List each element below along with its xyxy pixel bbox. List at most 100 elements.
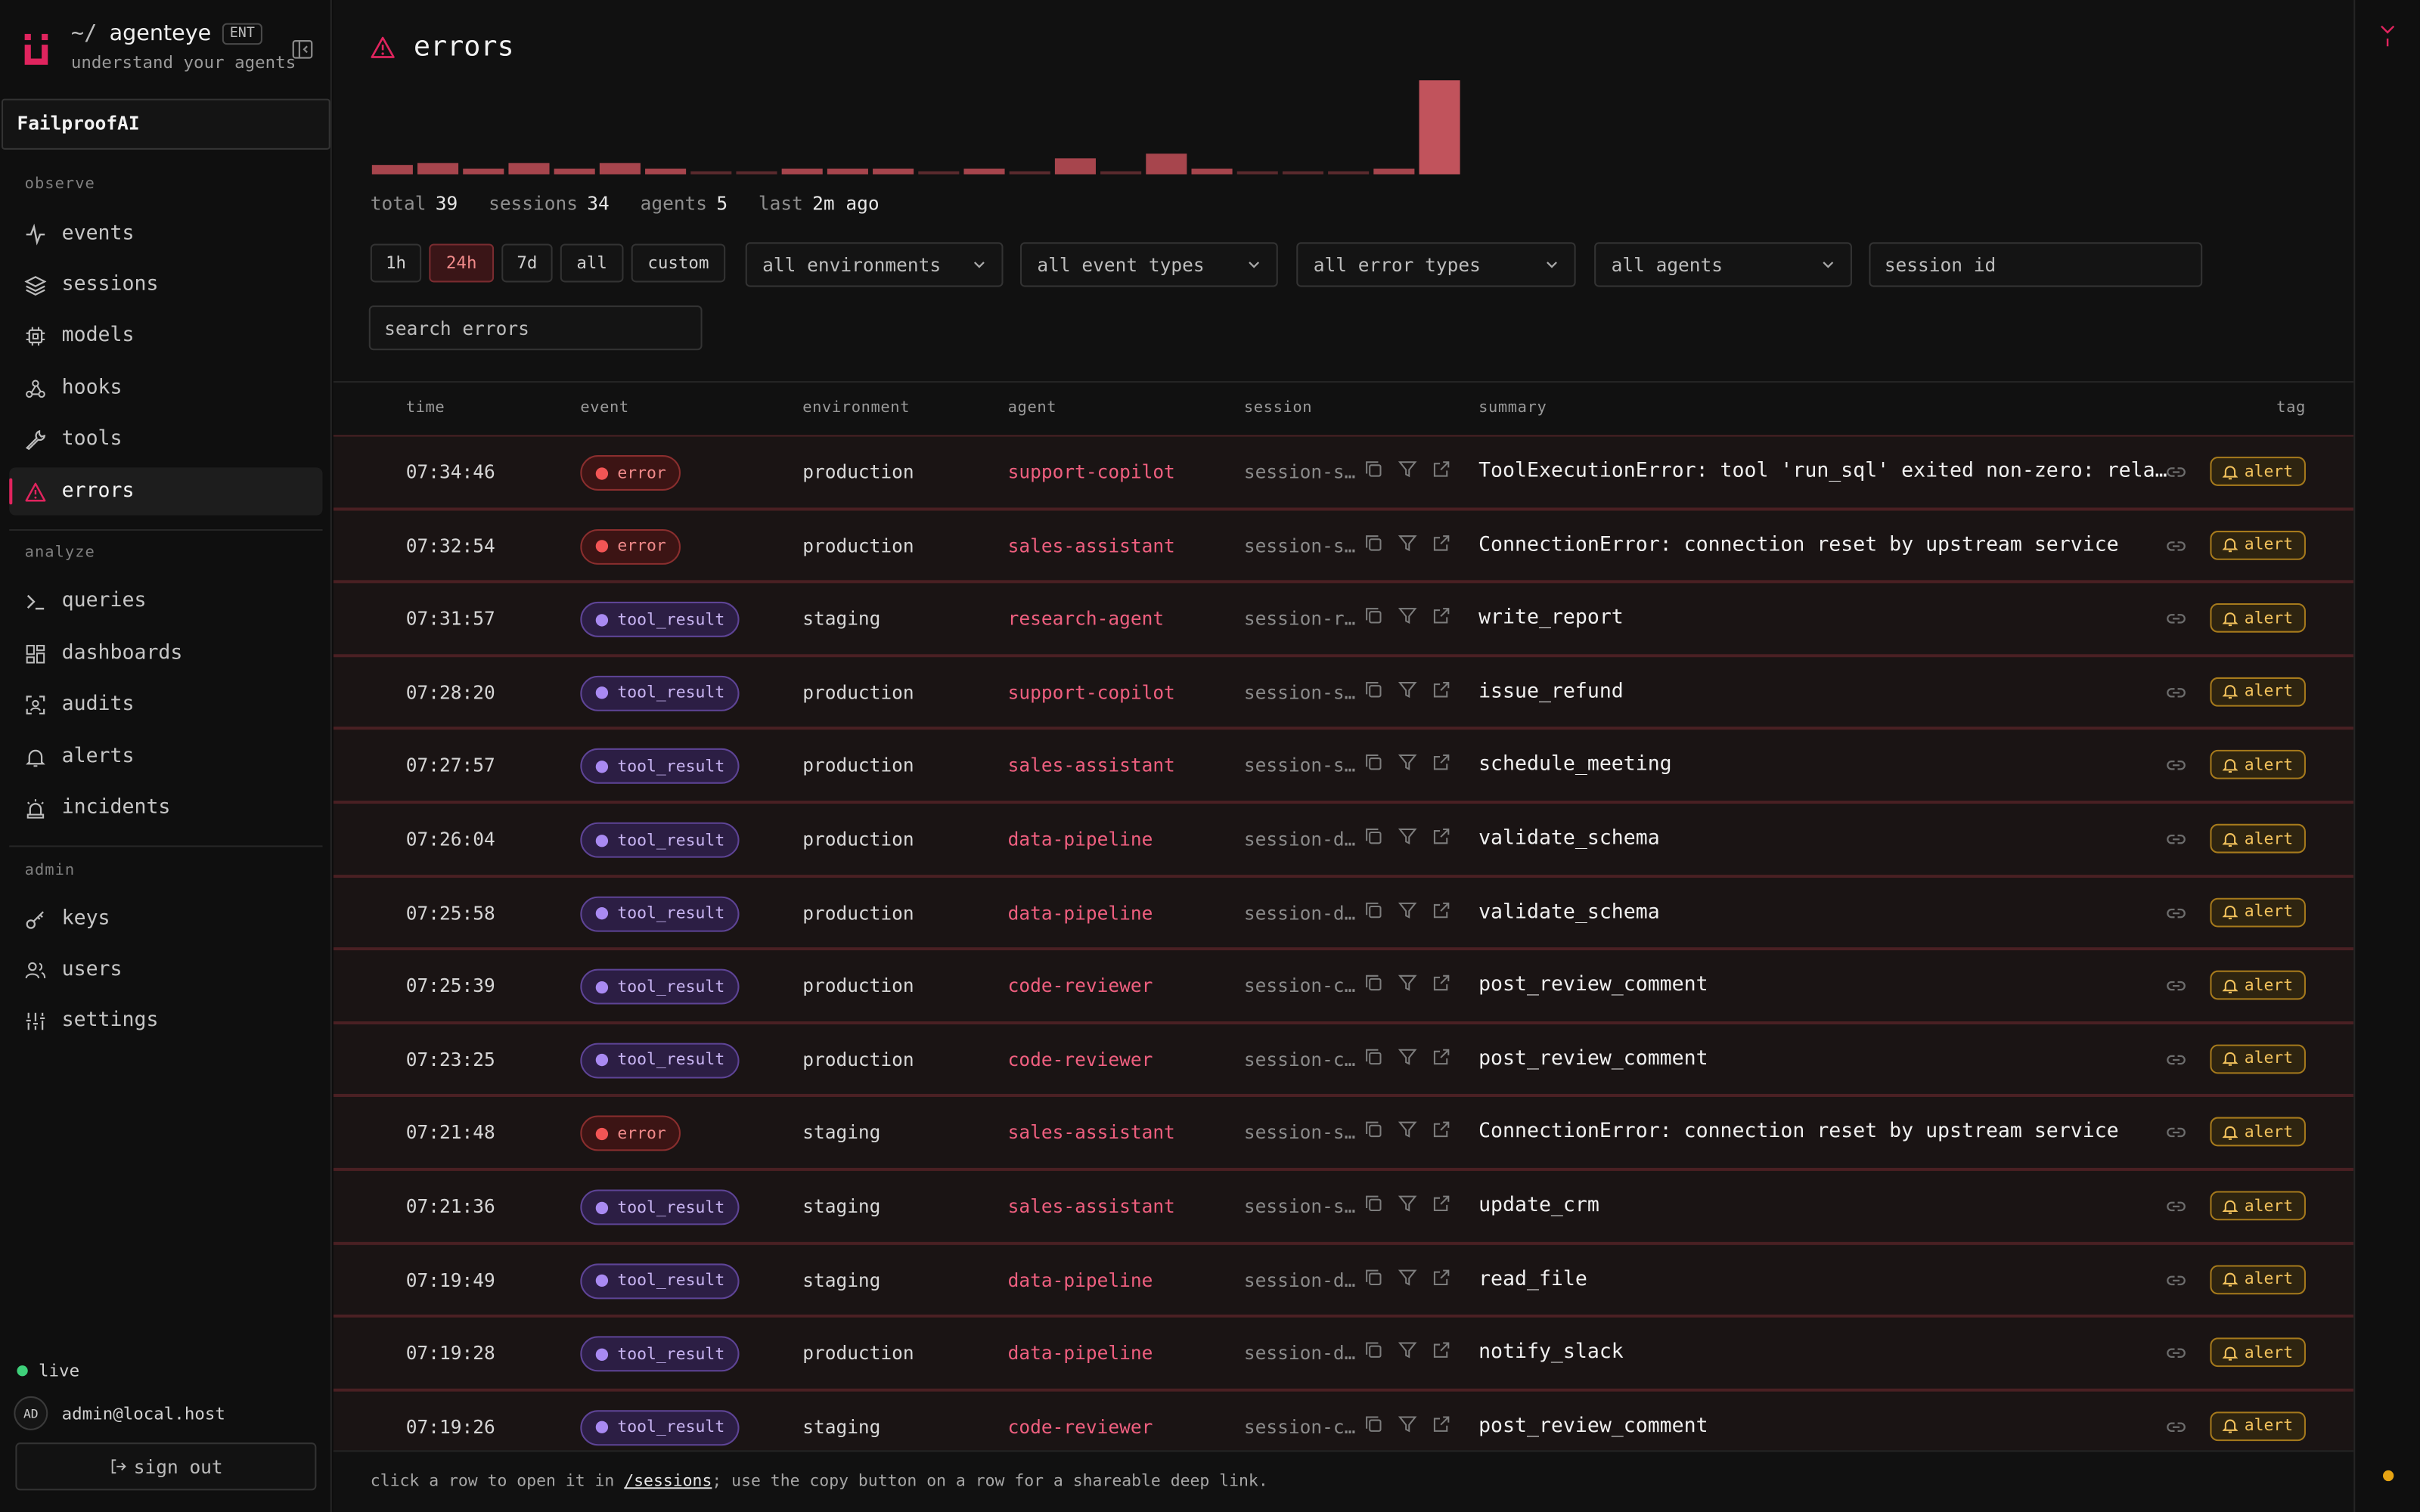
link-icon[interactable]	[2165, 1269, 2187, 1291]
row-agent-link[interactable]: code-reviewer	[1007, 1416, 1153, 1438]
external-link-icon[interactable]	[1432, 1414, 1450, 1433]
external-link-icon[interactable]	[1432, 680, 1450, 699]
copy-icon[interactable]	[1364, 533, 1382, 551]
external-link-icon[interactable]	[1432, 606, 1450, 624]
link-icon[interactable]	[2165, 534, 2187, 556]
external-link-icon[interactable]	[1432, 1341, 1450, 1359]
sidebar-item-tools[interactable]: tools	[9, 415, 322, 463]
sidebar-item-queries[interactable]: queries	[9, 577, 322, 624]
table-row[interactable]: 07:34:46 error production support-copilot se…	[333, 436, 2354, 510]
table-row[interactable]: 07:21:48 error staging sales-assistant sessi…	[333, 1097, 2354, 1171]
table-row[interactable]: 07:26:04 tool_result production data-pipeli…	[333, 804, 2354, 878]
table-row[interactable]: 07:19:49 tool_result staging data-pipeline s…	[333, 1244, 2354, 1318]
link-icon[interactable]	[2165, 608, 2187, 630]
sidebar-item-settings[interactable]: settings	[9, 996, 322, 1044]
filter-icon[interactable]	[1398, 1120, 1417, 1139]
alert-tag-button[interactable]: alert	[2210, 1264, 2306, 1294]
column-header-agent[interactable]: agent	[1007, 399, 1057, 417]
row-session[interactable]: session-s…	[1243, 754, 1356, 777]
table-row[interactable]: 07:31:57 tool_result staging research-agent…	[333, 583, 2354, 657]
sessions-link[interactable]: /sessions	[624, 1471, 712, 1491]
row-session[interactable]: session-c…	[1243, 975, 1356, 997]
sidebar-item-alerts[interactable]: alerts	[9, 733, 322, 780]
sidebar-item-incidents[interactable]: incidents	[9, 784, 322, 832]
row-agent-link[interactable]: support-copilot	[1007, 461, 1175, 483]
link-icon[interactable]	[2165, 461, 2187, 483]
row-agent-link[interactable]: sales-assistant	[1007, 534, 1175, 556]
sidebar-item-errors[interactable]: errors	[9, 467, 323, 516]
sidebar-item-keys[interactable]: keys	[9, 895, 322, 943]
row-session[interactable]: session-d…	[1243, 1342, 1356, 1365]
copy-icon[interactable]	[1364, 1414, 1382, 1433]
alert-tag-button[interactable]: alert	[2210, 897, 2306, 927]
row-session[interactable]: session-s…	[1243, 534, 1356, 556]
row-agent-link[interactable]: data-pipeline	[1007, 1269, 1153, 1291]
table-row[interactable]: 07:25:39 tool_result production code-review…	[333, 950, 2354, 1024]
external-link-icon[interactable]	[1432, 533, 1450, 551]
row-agent-link[interactable]: support-copilot	[1007, 681, 1175, 704]
sidebar-item-models[interactable]: models	[9, 311, 322, 359]
filter-icon[interactable]	[1398, 900, 1417, 919]
filter-icon[interactable]	[1398, 1341, 1417, 1359]
environment-select[interactable]: all environments	[745, 242, 1004, 287]
table-row[interactable]: 07:21:36 tool_result staging sales-assistan…	[333, 1170, 2354, 1245]
link-icon[interactable]	[2165, 1343, 2187, 1365]
filter-icon[interactable]	[1398, 827, 1417, 845]
filter-icon[interactable]	[1398, 1194, 1417, 1213]
row-agent-link[interactable]: sales-assistant	[1007, 754, 1175, 777]
external-link-icon[interactable]	[1432, 900, 1450, 919]
chevron-down-icon[interactable]	[2378, 22, 2397, 53]
alert-tag-button[interactable]: alert	[2210, 1117, 2306, 1148]
external-link-icon[interactable]	[1432, 974, 1450, 992]
column-header-tag[interactable]: tag	[2276, 399, 2306, 417]
row-session[interactable]: session-s…	[1243, 1122, 1356, 1145]
external-link-icon[interactable]	[1432, 1120, 1450, 1139]
filter-icon[interactable]	[1398, 754, 1417, 772]
table-row[interactable]: 07:19:28 tool_result production data-pipeli…	[333, 1318, 2354, 1392]
table-row[interactable]: 07:25:58 tool_result production data-pipeli…	[333, 877, 2354, 951]
column-header-environment[interactable]: environment	[802, 399, 911, 417]
column-header-session[interactable]: session	[1243, 399, 1313, 417]
link-icon[interactable]	[2165, 1416, 2187, 1438]
sidebar-item-hooks[interactable]: hooks	[9, 364, 322, 412]
sign-out-button[interactable]: sign out	[15, 1442, 317, 1491]
row-session[interactable]: session-d…	[1243, 902, 1356, 924]
sidebar-item-audits[interactable]: audits	[9, 680, 322, 728]
range-custom-button[interactable]: custom	[631, 243, 726, 283]
alert-tag-button[interactable]: alert	[2210, 1411, 2306, 1441]
copy-icon[interactable]	[1364, 680, 1382, 699]
alert-tag-button[interactable]: alert	[2210, 457, 2306, 486]
sidebar-item-dashboards[interactable]: dashboards	[9, 630, 322, 677]
search-errors-input[interactable]: search errors	[368, 305, 703, 351]
filter-icon[interactable]	[1398, 680, 1417, 699]
row-agent-link[interactable]: data-pipeline	[1007, 1342, 1153, 1365]
table-row[interactable]: 07:28:20 tool_result production support-cop…	[333, 656, 2354, 731]
sidebar-item-sessions[interactable]: sessions	[9, 261, 322, 308]
link-icon[interactable]	[2165, 1122, 2187, 1144]
external-link-icon[interactable]	[1432, 1194, 1450, 1213]
external-link-icon[interactable]	[1432, 1047, 1450, 1065]
alert-tag-button[interactable]: alert	[2210, 1044, 2306, 1074]
copy-icon[interactable]	[1364, 1194, 1382, 1213]
row-session[interactable]: session-s…	[1243, 681, 1356, 704]
filter-icon[interactable]	[1398, 533, 1417, 551]
row-session[interactable]: session-d…	[1243, 828, 1356, 850]
collapse-sidebar-icon[interactable]	[292, 39, 314, 60]
row-agent-link[interactable]: data-pipeline	[1007, 902, 1153, 924]
range-24h-button[interactable]: 24h	[429, 243, 495, 283]
row-session[interactable]: session-d…	[1243, 1269, 1356, 1291]
table-row[interactable]: 07:27:57 tool_result production sales-assis…	[333, 730, 2354, 804]
copy-icon[interactable]	[1364, 606, 1382, 624]
table-row[interactable]: 07:32:54 error production sales-assistant se…	[333, 510, 2354, 584]
row-agent-link[interactable]: data-pipeline	[1007, 828, 1153, 850]
row-session[interactable]: session-s…	[1243, 461, 1356, 483]
filter-icon[interactable]	[1398, 974, 1417, 992]
copy-icon[interactable]	[1364, 1047, 1382, 1065]
link-icon[interactable]	[2165, 682, 2187, 704]
copy-icon[interactable]	[1364, 460, 1382, 478]
sidebar-item-events[interactable]: events	[9, 210, 322, 258]
copy-icon[interactable]	[1364, 1120, 1382, 1139]
row-session[interactable]: session-c…	[1243, 1049, 1356, 1070]
alert-tag-button[interactable]: alert	[2210, 1191, 2306, 1221]
alert-tag-button[interactable]: alert	[2210, 530, 2306, 559]
